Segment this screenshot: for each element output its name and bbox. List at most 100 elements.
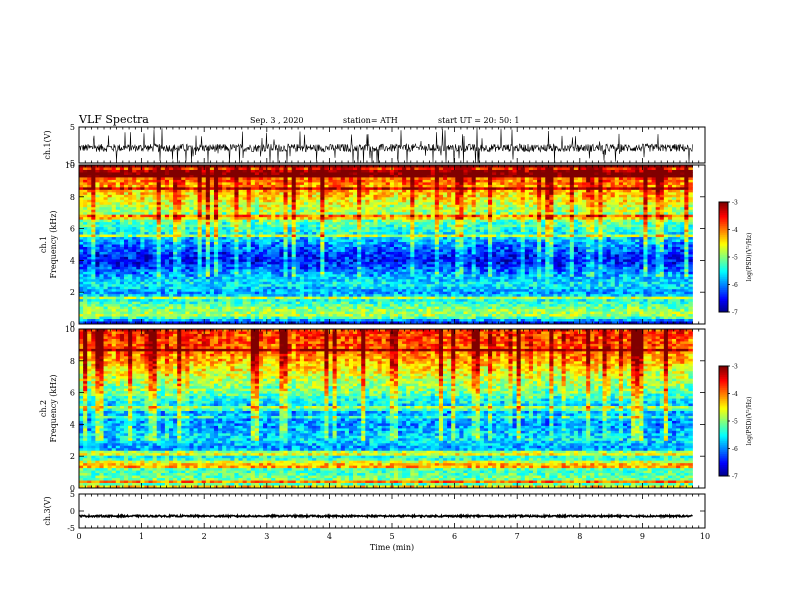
spectrogram-cell — [291, 227, 297, 230]
spectrogram-cell — [414, 172, 419, 176]
spectrogram-cell — [500, 197, 505, 201]
spectrogram-cell — [663, 234, 669, 238]
spectrogram-cell — [193, 179, 199, 183]
spectrogram-cell — [299, 227, 305, 230]
spectrogram-cell — [365, 165, 370, 168]
spectrogram-cell — [328, 234, 333, 238]
spectrogram-cell — [348, 202, 354, 206]
spectrogram-cell — [181, 187, 186, 191]
spectrogram-cell — [189, 179, 194, 183]
spectrogram-cell — [95, 234, 100, 238]
spectrogram-cell — [475, 219, 481, 223]
spectrogram-cell — [557, 197, 562, 201]
spectrogram-cell — [254, 207, 260, 211]
spectrogram-cell — [357, 242, 362, 245]
spectrogram-cell — [320, 224, 325, 228]
spectrogram-cell — [659, 219, 665, 223]
spectrogram-cell — [234, 204, 239, 208]
spectrogram-cell — [168, 237, 174, 240]
spectrogram-cell — [545, 214, 550, 218]
spectrogram-cell — [393, 199, 399, 203]
spectrogram-cell — [451, 189, 456, 193]
spectrogram-cell — [545, 202, 550, 206]
spectrogram-cell — [246, 224, 252, 228]
spectrogram-cell — [140, 204, 145, 208]
spectrogram-cell — [614, 179, 620, 183]
spectrogram-cell — [299, 192, 305, 196]
spectrogram-cell — [618, 174, 624, 178]
spectrogram-cell — [291, 237, 297, 240]
spectrogram-cell — [234, 217, 239, 221]
spectrogram-cell — [271, 227, 276, 230]
spectrogram-cell — [467, 174, 473, 178]
spectrogram-cell — [119, 224, 125, 228]
spectrogram-cell — [479, 219, 485, 223]
spectrogram-cell — [532, 212, 538, 216]
spectrogram-cell — [312, 204, 317, 208]
spectrogram-cell — [549, 234, 554, 238]
spectrogram-cell — [418, 239, 423, 243]
spectrogram-cell — [635, 212, 640, 216]
spectrogram-cell — [348, 242, 354, 245]
spectrogram-cell — [316, 232, 321, 235]
spectrogram-cell — [291, 187, 297, 191]
spectrogram-cell — [586, 209, 591, 213]
spectrogram-cell — [643, 182, 648, 186]
spectrogram-cell — [602, 204, 607, 208]
spectrogram-cell — [103, 212, 109, 216]
spectrogram-cell — [520, 229, 526, 233]
spectrogram-cell — [410, 199, 415, 203]
spectrogram-cell — [152, 232, 158, 235]
spectrogram-cell — [479, 227, 485, 230]
spectrogram-cell — [148, 237, 154, 240]
spectrogram-cell — [406, 182, 411, 186]
spectrogram-cell — [181, 242, 186, 245]
spectrogram-cell — [651, 192, 657, 196]
spectrogram-cell — [422, 224, 428, 228]
spectrogram-cell — [340, 214, 346, 218]
spectrogram-cell — [549, 232, 554, 235]
spectrogram-cell — [520, 237, 526, 240]
spectrogram-cell — [344, 204, 350, 208]
spectrogram-cell — [250, 227, 256, 230]
spectrogram-cell — [111, 165, 117, 168]
spectrogram-cell — [185, 177, 190, 181]
spectrogram-cell — [250, 242, 256, 245]
spectrogram-cell — [557, 169, 562, 173]
spectrogram-cell — [193, 172, 199, 176]
spectrogram-cell — [643, 207, 648, 211]
spectrogram-cell — [365, 202, 370, 206]
spectrogram-cell — [316, 212, 321, 216]
spectrogram-cell — [299, 184, 305, 188]
spectrogram-cell — [463, 234, 468, 238]
spectrogram-cell — [443, 199, 448, 203]
spectrogram-cell — [193, 239, 199, 243]
spectrogram-cell — [647, 197, 652, 201]
spectrogram-cell — [504, 237, 509, 240]
spectrogram-cell — [426, 232, 432, 235]
spectrogram-cell — [357, 207, 362, 211]
spectrogram-cell — [590, 199, 595, 203]
spectrogram-cell — [168, 207, 174, 211]
spectrogram-cell — [622, 212, 628, 216]
spectrogram-cell — [234, 199, 239, 203]
spectrogram-cell — [336, 227, 342, 230]
spectrogram-cell — [586, 177, 591, 181]
spectrogram-cell — [447, 199, 452, 203]
spectrogram-cell — [455, 204, 460, 208]
spectrogram-cell — [344, 237, 350, 240]
spectrogram-cell — [308, 204, 313, 208]
spectrogram-cell — [557, 212, 562, 216]
spectrogram-cell — [83, 184, 88, 188]
spectrogram-cell — [655, 167, 661, 171]
spectrogram-cell — [635, 199, 640, 203]
spectrogram-cell — [614, 182, 620, 186]
spectrogram-cell — [475, 184, 481, 188]
spectrogram-cell — [291, 207, 297, 211]
spectrogram-cell — [471, 182, 477, 186]
spectrogram-cell — [496, 242, 501, 245]
spectrogram-cell — [168, 179, 174, 183]
spectrogram-cell — [418, 237, 423, 240]
spectrogram-cell — [291, 199, 297, 203]
spectrogram-cell — [422, 169, 428, 173]
